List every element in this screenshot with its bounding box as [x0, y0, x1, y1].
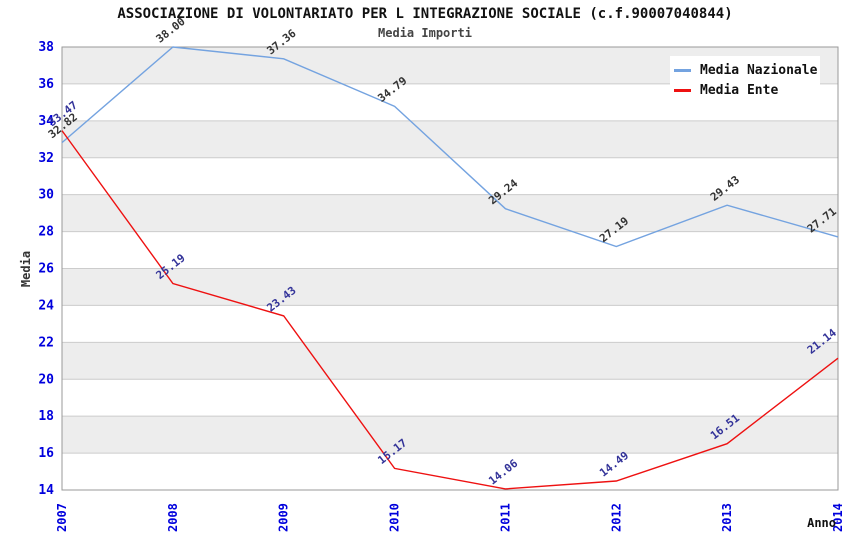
y-tick-label: 38 — [38, 40, 54, 55]
y-tick-label: 36 — [38, 77, 54, 92]
y-tick-label: 24 — [38, 298, 54, 313]
plot-band — [62, 120, 838, 158]
y-tick-label: 28 — [38, 225, 54, 240]
series-line-media-nazionale — [61, 46, 839, 248]
y-tick-label: 14 — [38, 483, 54, 498]
y-tick-label: 20 — [38, 372, 54, 387]
legend-swatch-media-nazionale — [674, 68, 691, 72]
y-tick-label: 16 — [38, 446, 54, 461]
point-label: 38.00 — [154, 15, 188, 46]
chart-subtitle: Media Importi — [378, 26, 472, 40]
legend: Media Nazionale Media Ente — [670, 56, 820, 104]
chart-title: ASSOCIAZIONE DI VOLONTARIATO PER L INTEG… — [117, 6, 733, 22]
plot-border — [61, 46, 839, 491]
x-tick-label: 2007 — [55, 503, 69, 532]
x-tick-label: 2008 — [166, 503, 180, 532]
x-tick-label: 2013 — [720, 503, 734, 532]
series-line-media-ente — [61, 130, 839, 490]
legend-label: Media Ente — [700, 82, 779, 98]
y-tick-label: 18 — [38, 409, 54, 424]
x-tick-label: 2012 — [609, 503, 623, 532]
plot-band — [62, 342, 838, 380]
x-tick-label: 2010 — [388, 503, 402, 532]
x-axis-title: Anno — [807, 516, 836, 530]
x-tick-label: 2009 — [277, 503, 291, 532]
legend-item-media-nazionale: Media Nazionale — [674, 60, 820, 80]
y-tick-label: 32 — [38, 151, 54, 166]
y-axis-title: Media — [19, 250, 33, 288]
x-tick-label: 2011 — [498, 503, 512, 532]
legend-swatch-media-ente — [674, 88, 691, 92]
y-tick-label: 34 — [38, 114, 54, 129]
legend-label: Media Nazionale — [700, 62, 818, 78]
plot-band — [62, 194, 838, 232]
plot-band — [62, 268, 838, 306]
x-tick-label: 2014 — [831, 503, 845, 532]
point-label: 14.06 — [486, 457, 520, 488]
y-tick-label: 22 — [38, 335, 54, 350]
y-tick-label: 30 — [38, 188, 54, 203]
legend-item-media-ente: Media Ente — [674, 80, 820, 100]
plot-band — [62, 416, 838, 454]
y-tick-label: 26 — [38, 262, 54, 277]
